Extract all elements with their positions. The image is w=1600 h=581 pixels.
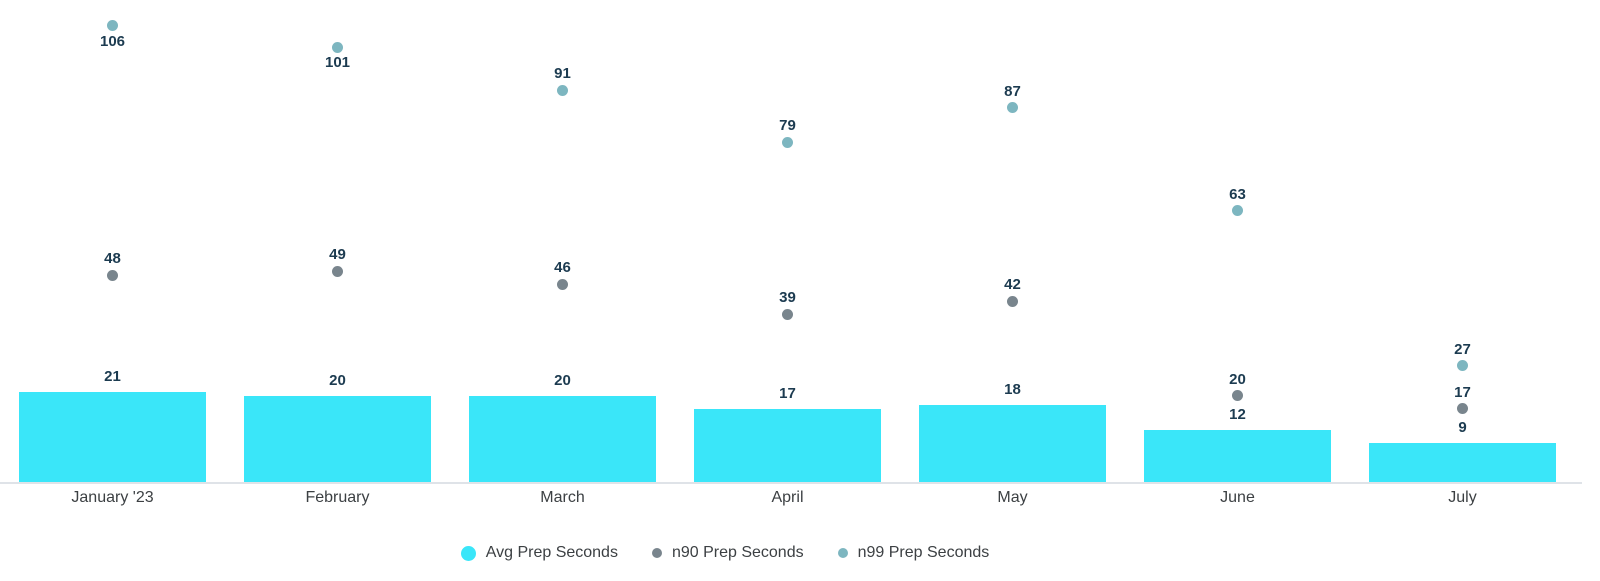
x-tick-label-february: February xyxy=(305,489,370,506)
n90-point-june[interactable] xyxy=(1232,390,1243,402)
bar-february[interactable] xyxy=(244,395,431,482)
n90-point-july[interactable] xyxy=(1457,403,1468,415)
value-label-n90-july: 17 xyxy=(1454,383,1471,401)
n99-prep-seconds-legend-marker-icon xyxy=(837,548,848,558)
bar-may[interactable] xyxy=(919,404,1106,482)
n99-point-may[interactable] xyxy=(1007,102,1018,114)
n99-point-march[interactable] xyxy=(557,84,568,96)
x-tick-label-january-23: January '23 xyxy=(71,489,154,506)
n90-point-february[interactable] xyxy=(332,265,343,277)
legend-item-n90-prep-seconds[interactable]: n90 Prep Seconds xyxy=(651,544,804,562)
n99-point-june[interactable] xyxy=(1232,205,1243,217)
n99-point-april[interactable] xyxy=(782,136,793,148)
x-tick-label-april: April xyxy=(771,489,804,506)
n99-point-july[interactable] xyxy=(1457,360,1468,372)
bar-january-23[interactable] xyxy=(19,391,206,482)
value-label-n99-may: 87 xyxy=(1004,82,1021,100)
value-label-n90-february: 49 xyxy=(329,246,346,264)
n90-point-may[interactable] xyxy=(1007,295,1018,307)
value-label-n99-february: 101 xyxy=(324,54,351,72)
x-tick-label-may: May xyxy=(997,489,1028,506)
legend-label-n90-prep-seconds: n90 Prep Seconds xyxy=(671,544,804,561)
value-label-n99-january-23: 106 xyxy=(99,32,126,50)
bar-april[interactable] xyxy=(694,408,881,482)
value-label-n99-april: 79 xyxy=(779,117,796,135)
value-label-avg-april: 17 xyxy=(779,384,796,402)
plot-area: 21 48 106 20 49 101 20 46 91 17 39 79 18 42 87 12 20 63 9 1… xyxy=(19,20,1556,482)
bar-june[interactable] xyxy=(1144,430,1331,482)
x-tick-label-march: March xyxy=(540,489,585,506)
value-label-n99-march: 91 xyxy=(554,65,571,83)
legend: Avg Prep Seconds n90 Prep Seconds n99 Pr… xyxy=(0,543,1450,563)
x-axis-line xyxy=(0,482,1582,484)
value-label-n90-may: 42 xyxy=(1004,276,1021,294)
x-tick-label-june: June xyxy=(1220,489,1255,506)
value-label-n90-march: 46 xyxy=(554,259,571,277)
value-label-n90-april: 39 xyxy=(779,289,796,307)
bar-march[interactable] xyxy=(469,395,656,482)
legend-item-n99-prep-seconds[interactable]: n99 Prep Seconds xyxy=(837,544,990,562)
value-label-n90-january-23: 48 xyxy=(104,250,121,268)
value-label-avg-may: 18 xyxy=(1004,380,1021,398)
value-label-avg-july: 9 xyxy=(1458,419,1467,437)
n99-point-january-23[interactable] xyxy=(107,20,118,32)
bar-july[interactable] xyxy=(1369,443,1556,482)
n90-point-march[interactable] xyxy=(557,278,568,290)
value-label-n99-july: 27 xyxy=(1454,340,1471,358)
avg-prep-seconds-legend-marker-icon xyxy=(460,545,476,561)
value-label-avg-june: 12 xyxy=(1229,406,1246,424)
value-label-avg-february: 20 xyxy=(329,371,346,389)
n90-point-april[interactable] xyxy=(782,308,793,320)
x-axis-labels: January '23 February March April May June July xyxy=(0,489,1575,511)
x-tick-label-july: July xyxy=(1448,489,1477,506)
legend-item-avg-prep-seconds[interactable]: Avg Prep Seconds xyxy=(460,544,618,562)
n90-prep-seconds-legend-marker-icon xyxy=(651,548,662,558)
legend-label-avg-prep-seconds: Avg Prep Seconds xyxy=(485,544,618,561)
value-label-n90-june: 20 xyxy=(1229,370,1246,388)
n99-point-february[interactable] xyxy=(332,41,343,53)
n90-point-january-23[interactable] xyxy=(107,269,118,281)
value-label-avg-march: 20 xyxy=(554,371,571,389)
value-label-avg-january-23: 21 xyxy=(104,367,121,385)
value-label-n99-june: 63 xyxy=(1229,185,1246,203)
legend-label-n99-prep-seconds: n99 Prep Seconds xyxy=(857,544,990,561)
